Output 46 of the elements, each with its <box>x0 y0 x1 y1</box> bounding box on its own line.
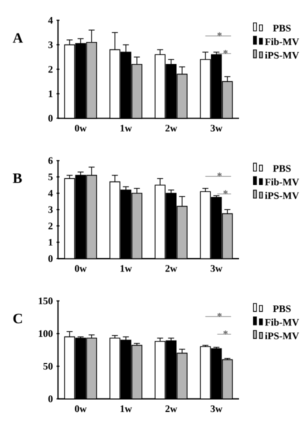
y-tick-label: 150 <box>38 298 53 304</box>
x-tick-label: 3w <box>210 405 222 412</box>
legend-label: Fib-MV <box>264 318 300 326</box>
legend-label: iPS-MV <box>265 192 300 200</box>
x-tick-label: 2w <box>165 405 178 412</box>
y-tick-label: 2 <box>48 66 53 73</box>
x-tick-label: 0w <box>74 124 87 132</box>
y-tick-label: 1 <box>48 90 52 98</box>
y-tick-label: 3 <box>48 206 53 213</box>
y-tick-label: 5 <box>48 174 53 180</box>
annotation: * <box>217 312 222 317</box>
annotation: * <box>217 32 222 36</box>
y-tick-label: 50 <box>43 362 53 370</box>
text: C <box>13 314 22 324</box>
text: B <box>12 174 22 183</box>
x-tick-label: 1w <box>120 405 132 412</box>
y-tick-label: 1 <box>48 238 52 246</box>
x-tick-label: 3w <box>210 124 222 132</box>
legend-label: PBS <box>272 165 291 172</box>
y-tick-label: 3 <box>48 41 53 48</box>
x-tick-label: 2w <box>165 124 178 132</box>
x-tick-label: 2w <box>165 265 178 272</box>
legend-label: PBS <box>272 305 291 312</box>
legend-label: Fib-MV <box>264 38 300 46</box>
x-tick-label: 0w <box>74 405 87 412</box>
y-tick-label: 4 <box>48 17 53 24</box>
y-tick-label: 0 <box>48 396 53 402</box>
y-tick-label: 0 <box>48 114 53 122</box>
legend-label: iPS-MV <box>265 332 300 340</box>
y-tick-label: 4 <box>48 190 53 197</box>
x-tick-label: 1w <box>120 265 132 272</box>
text: A <box>12 33 23 43</box>
annotation: * <box>217 172 222 176</box>
legend-label: PBS <box>272 24 291 32</box>
annotation: * <box>223 50 228 54</box>
y-tick-label: 0 <box>48 255 53 262</box>
y-tick-label: 100 <box>38 330 53 337</box>
y-tick-label: 6 <box>48 157 53 164</box>
x-tick-label: 3w <box>210 265 222 272</box>
y-tick-label: 2 <box>48 222 53 230</box>
x-tick-label: 0w <box>74 265 87 272</box>
legend-label: Fib-MV <box>264 178 300 186</box>
annotation: * <box>223 330 228 334</box>
annotation: * <box>223 190 228 194</box>
legend-label: iPS-MV <box>265 52 300 59</box>
x-tick-label: 1w <box>120 124 132 132</box>
